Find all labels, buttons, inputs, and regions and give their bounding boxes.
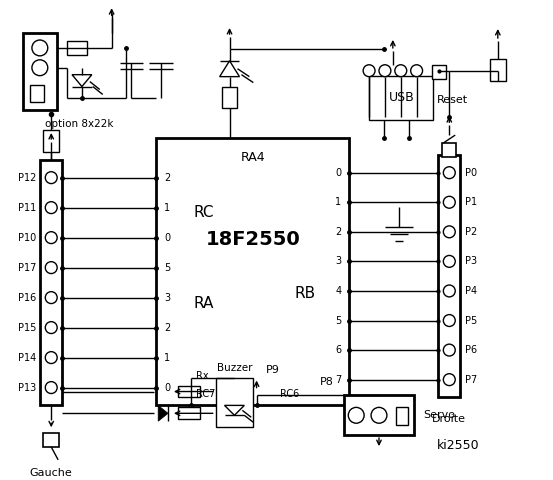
Text: RB: RB [295, 286, 316, 300]
Text: P14: P14 [18, 353, 36, 362]
Text: 7: 7 [335, 375, 341, 384]
Circle shape [363, 65, 375, 77]
Text: ki2550: ki2550 [437, 439, 479, 452]
Text: RC: RC [194, 205, 215, 220]
Bar [396, 408, 408, 425]
Text: Gauche: Gauche [30, 468, 72, 478]
Text: 3: 3 [164, 293, 170, 302]
Text: P7: P7 [465, 375, 477, 384]
Text: P8: P8 [320, 377, 333, 386]
Text: 5: 5 [335, 315, 341, 325]
Text: RA4: RA4 [241, 151, 265, 164]
Text: USB: USB [388, 91, 414, 105]
Circle shape [45, 202, 57, 214]
Bar [67, 41, 87, 55]
Bar [43, 130, 59, 152]
Polygon shape [158, 406, 168, 421]
Circle shape [444, 167, 455, 179]
Text: 4: 4 [335, 286, 341, 296]
Text: P17: P17 [18, 263, 36, 273]
Text: Rx: Rx [196, 371, 208, 381]
Polygon shape [220, 61, 239, 77]
Circle shape [45, 382, 57, 394]
Circle shape [444, 255, 455, 267]
Circle shape [395, 65, 406, 77]
Text: RA: RA [194, 296, 214, 312]
Text: P11: P11 [18, 203, 36, 213]
Bar [216, 378, 253, 427]
Circle shape [444, 196, 455, 208]
Bar [432, 65, 446, 79]
Circle shape [444, 314, 455, 326]
Circle shape [444, 226, 455, 238]
Bar [442, 143, 456, 157]
Text: P12: P12 [18, 173, 36, 183]
Circle shape [411, 65, 422, 77]
Text: 3: 3 [335, 256, 341, 266]
Text: RC7: RC7 [196, 388, 215, 398]
Text: P3: P3 [465, 256, 477, 266]
Bar [23, 33, 57, 110]
Text: 2: 2 [164, 323, 170, 333]
Circle shape [45, 172, 57, 183]
Text: P2: P2 [465, 227, 477, 237]
Circle shape [444, 285, 455, 297]
Bar [345, 396, 414, 435]
Bar [43, 433, 59, 447]
Circle shape [444, 374, 455, 385]
Polygon shape [72, 75, 92, 86]
Text: P1: P1 [465, 197, 477, 207]
Bar [178, 408, 200, 419]
Text: P9: P9 [266, 365, 280, 375]
Bar [369, 76, 434, 120]
Circle shape [444, 344, 455, 356]
Text: option 8x22k: option 8x22k [45, 119, 114, 129]
Text: P13: P13 [18, 383, 36, 393]
Text: 1: 1 [164, 353, 170, 362]
Text: 6: 6 [335, 345, 341, 355]
Bar [439, 155, 460, 397]
Bar [30, 84, 44, 102]
Text: 5: 5 [164, 263, 170, 273]
Bar [40, 160, 62, 406]
Text: 0: 0 [335, 168, 341, 178]
Text: P4: P4 [465, 286, 477, 296]
Text: P15: P15 [18, 323, 36, 333]
Text: P0: P0 [465, 168, 477, 178]
Circle shape [32, 60, 48, 76]
Text: P10: P10 [18, 233, 36, 242]
Polygon shape [225, 406, 244, 415]
Text: 0: 0 [164, 233, 170, 242]
Text: 2: 2 [164, 173, 170, 183]
Bar [178, 385, 200, 397]
Text: P16: P16 [18, 293, 36, 302]
Bar [156, 138, 349, 406]
Circle shape [45, 262, 57, 274]
Text: P6: P6 [465, 345, 477, 355]
Circle shape [45, 292, 57, 303]
Text: RC6: RC6 [280, 388, 299, 398]
Text: 1: 1 [335, 197, 341, 207]
Text: 2: 2 [335, 227, 341, 237]
Circle shape [32, 40, 48, 56]
Circle shape [348, 408, 364, 423]
Text: Buzzer: Buzzer [217, 363, 252, 373]
Bar [222, 86, 237, 108]
Circle shape [45, 352, 57, 363]
Text: Droite: Droite [432, 414, 466, 424]
Text: Servo: Servo [424, 410, 456, 420]
Circle shape [371, 408, 387, 423]
Text: Reset: Reset [437, 96, 468, 106]
Circle shape [379, 65, 391, 77]
Circle shape [45, 232, 57, 243]
Text: 0: 0 [164, 383, 170, 393]
Circle shape [45, 322, 57, 334]
Text: 1: 1 [164, 203, 170, 213]
Bar [490, 59, 506, 81]
Text: 18F2550: 18F2550 [205, 230, 300, 249]
Text: P5: P5 [465, 315, 477, 325]
